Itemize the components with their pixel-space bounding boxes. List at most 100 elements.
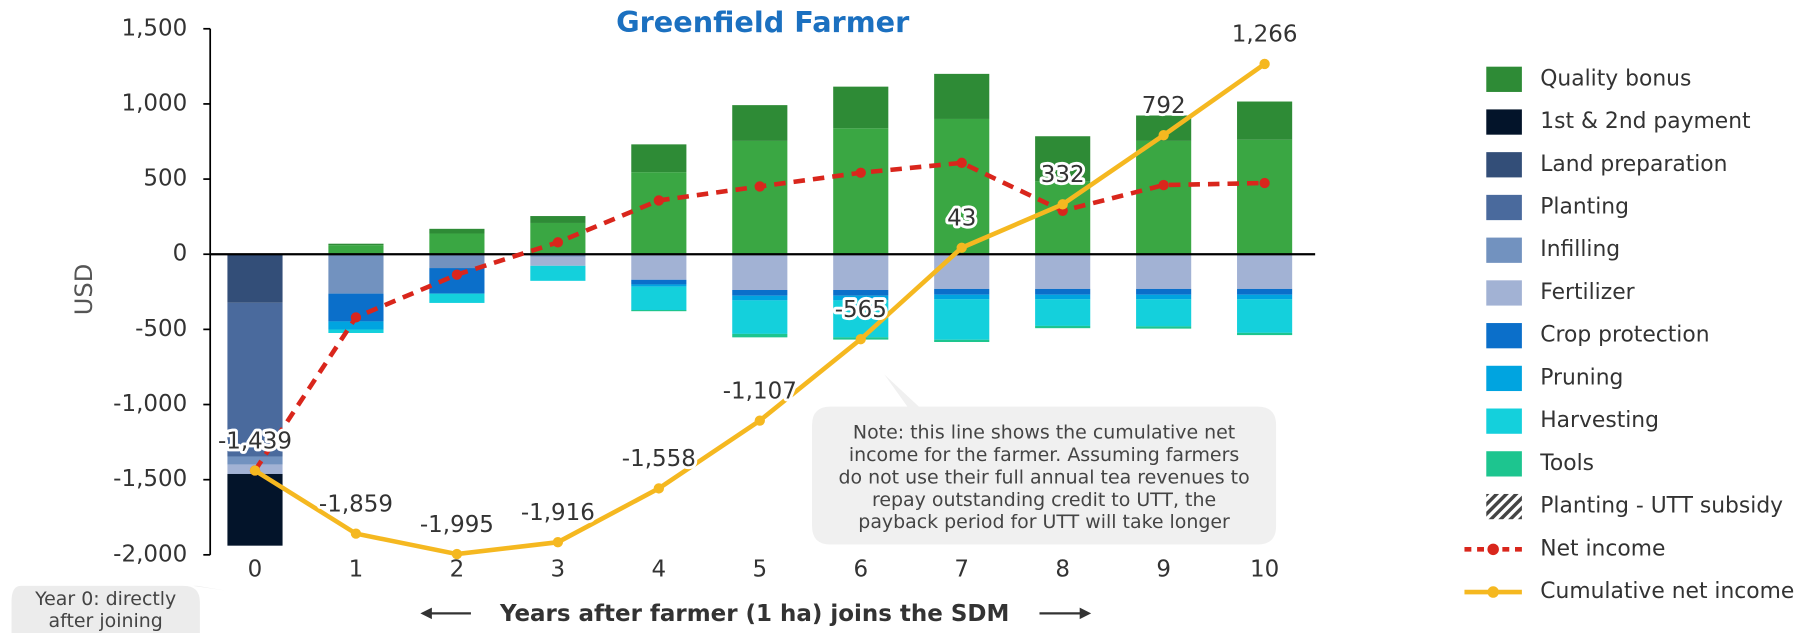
- legend-swatch: [1486, 194, 1522, 221]
- legend-swatch: [1486, 152, 1522, 178]
- legend-swatch: [1486, 365, 1522, 392]
- legend-label: Planting - UTT subsidy: [1540, 494, 1783, 519]
- bar-segment: [429, 293, 485, 303]
- y-tick-label: 1,500: [121, 15, 187, 41]
- line-point: [350, 528, 362, 539]
- x-tick-label: 10: [1250, 556, 1279, 582]
- legend-swatch: [1486, 323, 1522, 349]
- data-label: -1,107: [723, 378, 797, 404]
- bar-segment: [429, 254, 485, 269]
- bar-segment: [227, 254, 283, 303]
- bar-segment: [429, 228, 485, 234]
- legend-swatch: [1486, 66, 1522, 92]
- x-tick-label: 4: [652, 556, 667, 582]
- x-tick-label: 7: [954, 556, 969, 582]
- bar-segment: [530, 216, 586, 223]
- line-point: [653, 195, 665, 206]
- line-point: [350, 312, 362, 323]
- data-label: -1,558: [622, 446, 696, 472]
- bar-segment: [1035, 294, 1091, 300]
- bar-segment: [1237, 299, 1293, 333]
- legend-label: Crop protection: [1540, 323, 1709, 348]
- y-tick-label: 0: [173, 241, 188, 267]
- legend-swatch: [1486, 280, 1522, 306]
- x-tick-label: 0: [248, 556, 263, 582]
- bar-segment: [732, 300, 788, 334]
- line-point: [1158, 130, 1169, 141]
- line-point: [855, 167, 866, 178]
- bar-segment: [1237, 294, 1293, 300]
- note-text: Note: this line shows the cumulative net: [853, 422, 1235, 444]
- y-tick-label: 1,000: [121, 90, 187, 116]
- y-tick-label: -1,500: [113, 466, 187, 492]
- callout-text: after joining: [49, 610, 163, 632]
- line-point: [855, 333, 866, 345]
- line-point: [754, 415, 765, 426]
- bar-segment: [631, 279, 687, 285]
- bar-segment: [934, 73, 990, 119]
- bar-segment: [833, 300, 889, 338]
- legend-label: Net income: [1540, 536, 1665, 561]
- bar-segment: [227, 456, 283, 465]
- chart-title: Greenfield Farmer: [616, 5, 910, 39]
- line-point: [653, 483, 665, 494]
- bar-segment: [732, 333, 788, 338]
- bar-segment: [1237, 288, 1293, 295]
- x-axis-label: Years after farmer (1 ha) joins the SDM: [499, 601, 1009, 627]
- bar-segment: [934, 294, 990, 300]
- bar-segment: [1035, 288, 1091, 295]
- legend-label: Tools: [1539, 451, 1594, 476]
- legend-swatch: [1486, 237, 1522, 263]
- bar-segment: [732, 140, 788, 255]
- bar-segment: [1136, 254, 1192, 289]
- x-tick-label: 5: [752, 556, 767, 582]
- line-point: [1259, 177, 1270, 189]
- line-point: [451, 548, 463, 560]
- line-point: [956, 242, 967, 253]
- line-point: [1057, 199, 1068, 210]
- data-label: -1,916: [521, 500, 595, 526]
- bar-segment: [631, 284, 687, 287]
- data-label: 1,266: [1232, 22, 1298, 48]
- legend-label: Fertilizer: [1540, 280, 1634, 305]
- bar-segment: [934, 299, 990, 340]
- legend-swatch: [1487, 543, 1499, 556]
- line-point: [552, 537, 564, 548]
- bar-segment: [833, 86, 889, 129]
- bar-segment: [732, 295, 788, 301]
- bar-segment: [732, 105, 788, 141]
- bar-segment: [328, 254, 384, 294]
- data-label: 792: [1142, 93, 1186, 119]
- note-text: repay outstanding credit to UTT, the: [872, 489, 1216, 511]
- bar-segment: [631, 286, 687, 310]
- note-text: payback period for UTT will take longer: [858, 511, 1230, 533]
- line-point: [552, 237, 564, 248]
- bar-segment: [833, 290, 889, 296]
- bar-segment: [1035, 136, 1091, 182]
- bar-segment: [227, 302, 283, 457]
- line-point: [1259, 58, 1270, 70]
- data-label: 43: [947, 206, 976, 232]
- legend-label: Cumulative net income: [1540, 579, 1794, 604]
- legend-label: 1st & 2nd payment: [1540, 109, 1751, 134]
- data-label: -1,995: [420, 512, 494, 538]
- bar-segment: [429, 233, 485, 255]
- y-axis-label: USD: [70, 264, 98, 316]
- bar-segment: [732, 254, 788, 291]
- data-label: -1,439: [218, 428, 292, 454]
- legend-swatch: [1486, 408, 1522, 434]
- bar-segment: [833, 295, 889, 301]
- bar-segment: [1136, 294, 1192, 300]
- bar-segment: [328, 245, 384, 255]
- note-text: income for the farmer. Assuming farmers: [849, 444, 1239, 466]
- legend-label: Pruning: [1540, 365, 1623, 390]
- legend-label: Quality bonus: [1540, 66, 1691, 91]
- legend-swatch: [1486, 109, 1522, 135]
- legend-label: Planting: [1540, 194, 1629, 219]
- line-point: [956, 157, 967, 169]
- bar-segment: [833, 128, 889, 255]
- note-text: do not use their full annual tea revenue…: [838, 466, 1249, 488]
- bar-segment: [1136, 326, 1192, 329]
- bar-segment: [227, 473, 283, 546]
